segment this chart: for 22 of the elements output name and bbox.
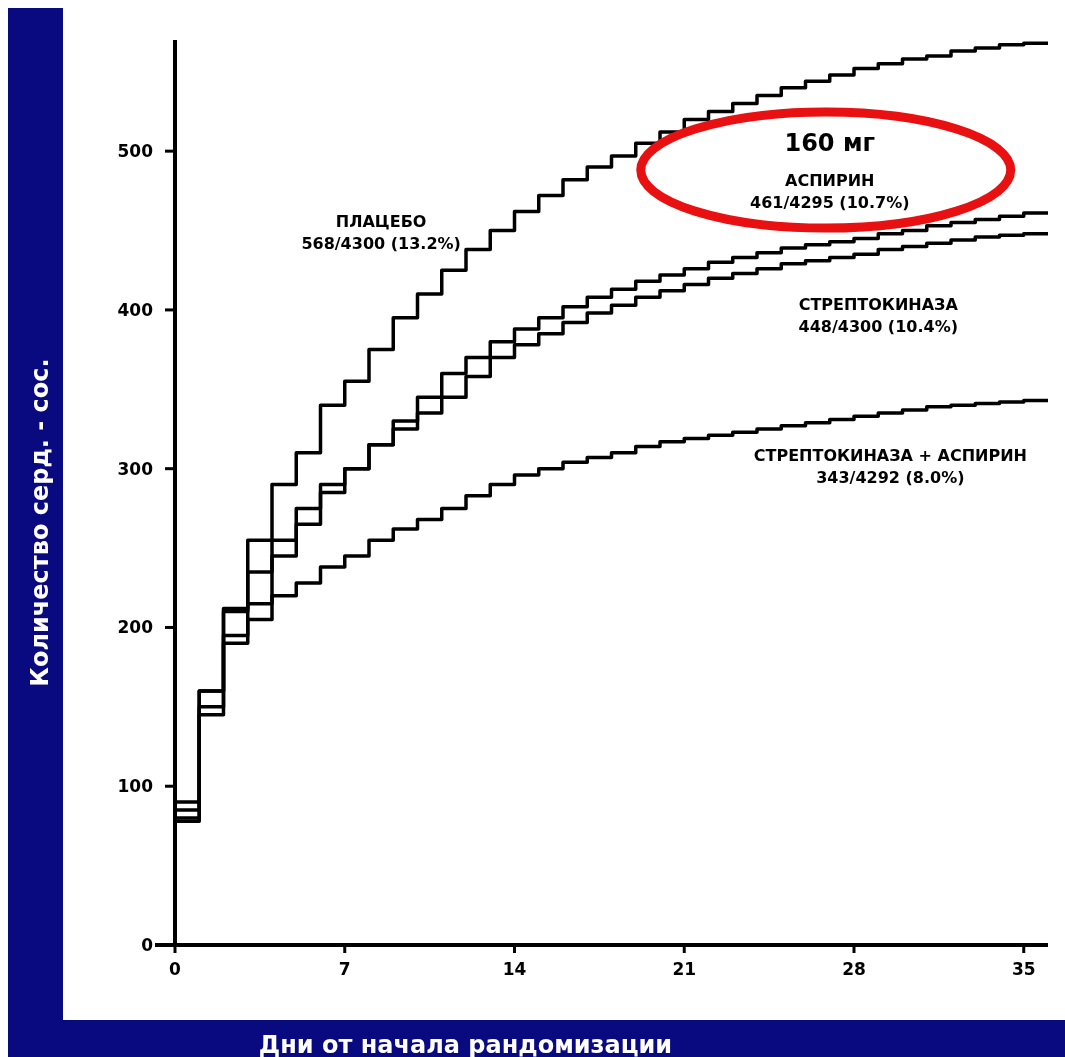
- x-tick-label: 28: [842, 959, 866, 979]
- text: ПЛАЦЕБО: [335, 212, 427, 232]
- text: АСПИРИН: [785, 171, 875, 191]
- y-tick-label: 400: [117, 299, 154, 320]
- x-tick-label: 0: [169, 959, 182, 979]
- y-tick-label: 0: [141, 934, 154, 955]
- series-label: СТРЕПТОКИНАЗА + АСПИРИН: [753, 445, 1027, 465]
- annotation: 461/4295 (10.7%): [750, 193, 910, 213]
- annotation: 568/4300 (13.2%): [301, 234, 461, 254]
- x-tick-label: 35: [1011, 959, 1036, 979]
- annotation: 160 мг: [784, 129, 876, 158]
- annotation: 448/4300 (10.4%): [798, 316, 958, 336]
- annotation: 343/4292 (8.0%): [816, 467, 965, 487]
- x-tick-label: 14: [502, 959, 527, 979]
- y-tick-label: 500: [117, 141, 154, 162]
- series-label: СТРЕПТОКИНАЗА: [798, 294, 959, 314]
- y-tick-label: 200: [117, 617, 154, 638]
- y-tick-label: 100: [117, 776, 154, 797]
- y-axis-title: Количество серд. - сос.: [26, 358, 54, 687]
- x-tick-label: 7: [338, 959, 351, 979]
- y-tick-label: 300: [117, 458, 154, 479]
- x-tick-label: 21: [672, 959, 697, 979]
